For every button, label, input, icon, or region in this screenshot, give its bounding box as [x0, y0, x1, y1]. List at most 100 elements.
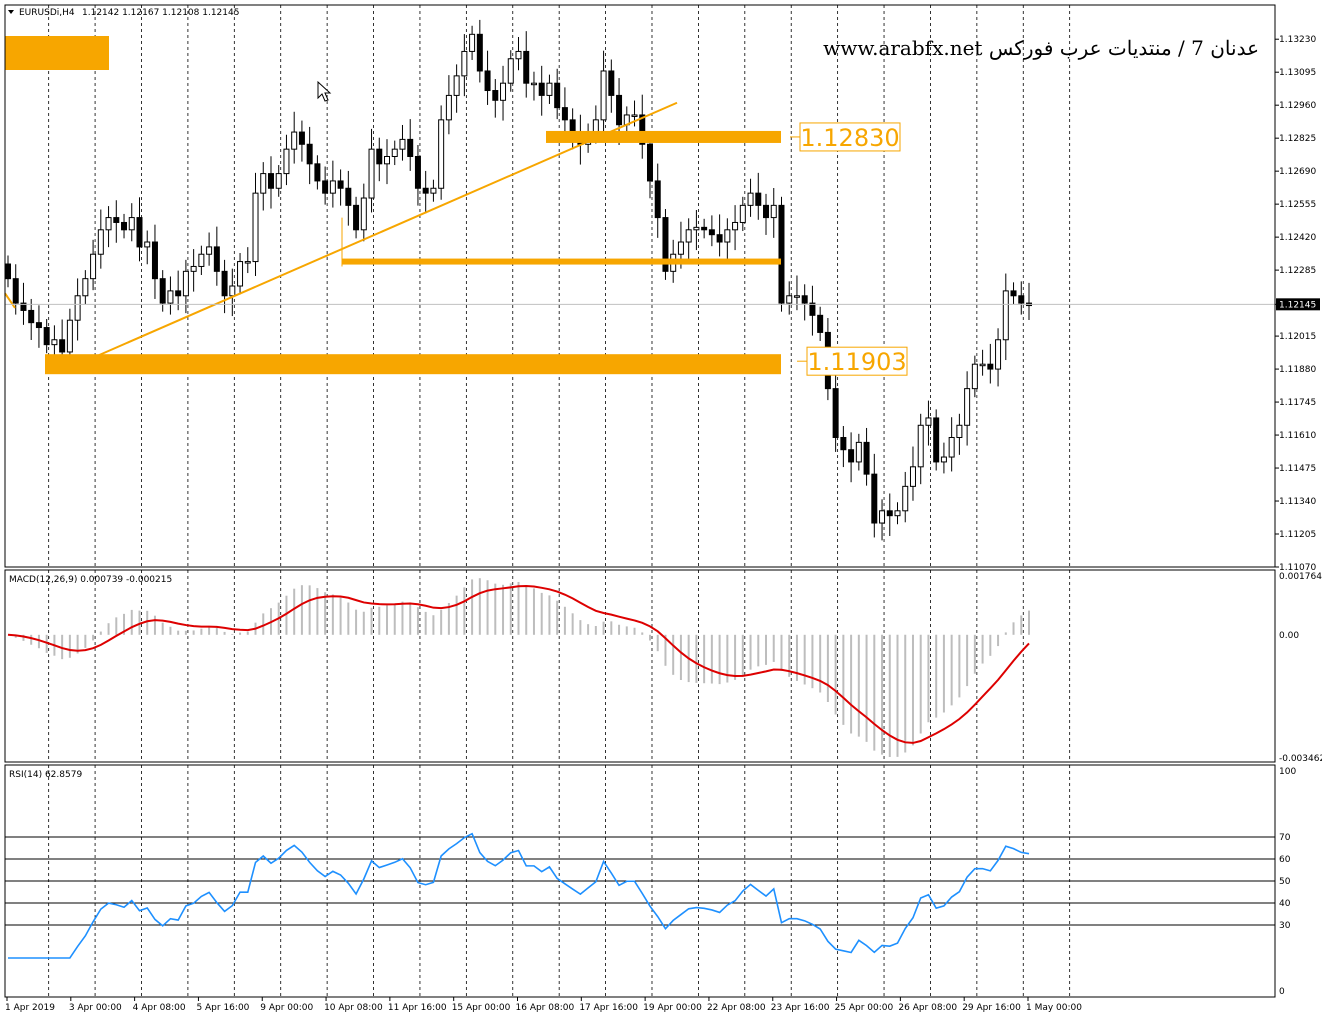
- macd-pane[interactable]: [7, 578, 1030, 757]
- candle[interactable]: [554, 68, 561, 120]
- candle[interactable]: [786, 281, 793, 315]
- candle[interactable]: [430, 179, 437, 202]
- candle[interactable]: [229, 268, 236, 317]
- candle[interactable]: [329, 160, 336, 208]
- candle[interactable]: [469, 25, 476, 60]
- candle[interactable]: [763, 193, 770, 235]
- candle[interactable]: [879, 499, 886, 541]
- candle[interactable]: [817, 306, 824, 341]
- candle[interactable]: [538, 65, 545, 116]
- rsi-pane[interactable]: [5, 832, 1275, 959]
- triangle-down-icon[interactable]: [8, 10, 14, 14]
- candle[interactable]: [360, 183, 367, 242]
- candle[interactable]: [175, 270, 182, 311]
- candle[interactable]: [492, 79, 499, 118]
- candle[interactable]: [708, 215, 715, 247]
- candle[interactable]: [979, 349, 986, 376]
- candle[interactable]: [206, 232, 213, 266]
- candle[interactable]: [832, 368, 839, 452]
- candle[interactable]: [476, 19, 483, 83]
- candle[interactable]: [337, 169, 344, 206]
- candle[interactable]: [322, 166, 329, 205]
- candle[interactable]: [12, 264, 19, 315]
- candle[interactable]: [35, 305, 42, 348]
- candle[interactable]: [840, 426, 847, 468]
- candle[interactable]: [546, 74, 553, 104]
- candle[interactable]: [964, 371, 971, 446]
- candle[interactable]: [244, 247, 251, 274]
- candle[interactable]: [987, 343, 994, 384]
- candle[interactable]: [917, 413, 924, 485]
- candle[interactable]: [755, 172, 762, 220]
- candle[interactable]: [646, 132, 653, 199]
- candle[interactable]: [863, 427, 870, 486]
- candle[interactable]: [90, 239, 97, 291]
- candle[interactable]: [368, 128, 375, 213]
- candle[interactable]: [136, 197, 143, 262]
- candle[interactable]: [507, 50, 514, 92]
- candle[interactable]: [345, 170, 352, 226]
- candle[interactable]: [414, 145, 421, 206]
- candle[interactable]: [940, 442, 947, 474]
- candle[interactable]: [894, 502, 901, 525]
- candle[interactable]: [530, 71, 537, 101]
- candle[interactable]: [353, 196, 360, 239]
- candle[interactable]: [384, 139, 391, 185]
- candle[interactable]: [461, 34, 468, 97]
- candle[interactable]: [902, 471, 909, 523]
- candle[interactable]: [167, 276, 174, 315]
- price-pane[interactable]: [5, 19, 1032, 541]
- candle[interactable]: [438, 105, 445, 200]
- candle[interactable]: [151, 224, 158, 299]
- candle[interactable]: [314, 155, 321, 190]
- candle[interactable]: [948, 417, 955, 472]
- candle[interactable]: [747, 178, 754, 217]
- candle[interactable]: [685, 218, 692, 260]
- candle[interactable]: [97, 209, 104, 269]
- candle[interactable]: [909, 446, 916, 501]
- candle[interactable]: [422, 170, 429, 214]
- candle[interactable]: [716, 214, 723, 257]
- candle[interactable]: [801, 284, 808, 321]
- candle[interactable]: [732, 205, 739, 251]
- candle[interactable]: [306, 126, 313, 185]
- candle[interactable]: [43, 318, 50, 354]
- candle[interactable]: [407, 119, 414, 171]
- candle[interactable]: [515, 37, 522, 71]
- candle[interactable]: [701, 218, 708, 239]
- candle[interactable]: [260, 162, 267, 211]
- candle[interactable]: [128, 203, 135, 242]
- candle[interactable]: [886, 493, 893, 536]
- candle[interactable]: [778, 196, 785, 312]
- candle[interactable]: [971, 355, 978, 398]
- candle[interactable]: [639, 94, 646, 159]
- candle[interactable]: [956, 413, 963, 455]
- candle[interactable]: [391, 140, 398, 166]
- candle[interactable]: [213, 226, 220, 286]
- candle[interactable]: [51, 325, 58, 357]
- candle[interactable]: [237, 253, 244, 295]
- candle[interactable]: [252, 172, 259, 276]
- candle[interactable]: [871, 453, 878, 538]
- candle[interactable]: [1018, 281, 1025, 315]
- candle[interactable]: [453, 64, 460, 113]
- candle[interactable]: [267, 156, 274, 209]
- candle[interactable]: [298, 120, 305, 162]
- candle[interactable]: [848, 432, 855, 483]
- candle[interactable]: [275, 165, 282, 197]
- candle[interactable]: [561, 87, 568, 135]
- candle[interactable]: [925, 400, 932, 446]
- candle[interactable]: [121, 213, 128, 239]
- candle[interactable]: [1010, 282, 1017, 305]
- candle[interactable]: [724, 218, 731, 260]
- candle[interactable]: [105, 206, 112, 248]
- candle[interactable]: [654, 163, 661, 238]
- candle[interactable]: [399, 124, 406, 161]
- candle[interactable]: [770, 188, 777, 238]
- candle[interactable]: [608, 59, 615, 113]
- candle[interactable]: [291, 111, 298, 164]
- candle[interactable]: [933, 409, 940, 471]
- candle[interactable]: [693, 210, 700, 251]
